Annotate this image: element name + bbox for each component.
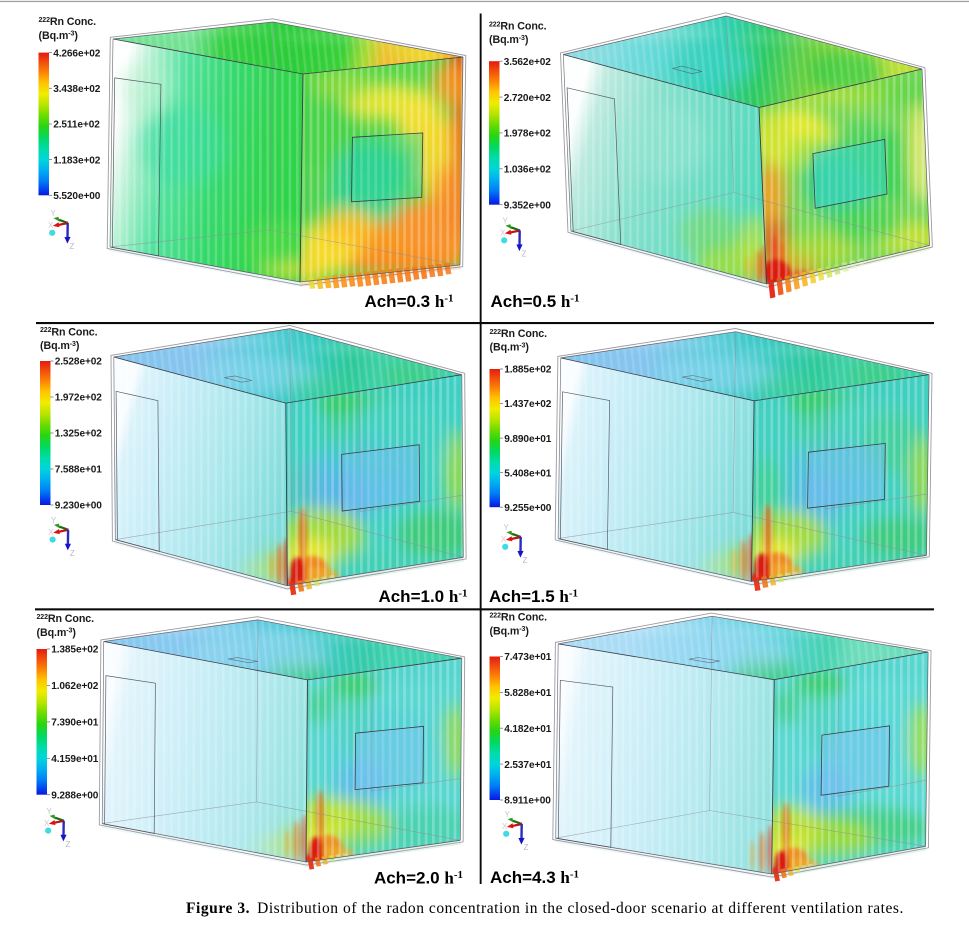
svg-text:4.159e+01: 4.159e+01	[51, 754, 99, 765]
svg-text:X: X	[502, 822, 508, 831]
svg-text:Ach=0.5 h-1: Ach=0.5 h-1	[491, 292, 580, 311]
svg-text:2.720e+02: 2.720e+02	[504, 93, 552, 104]
svg-text:3.562e+02: 3.562e+02	[504, 57, 552, 68]
svg-text:1.183e+02: 1.183e+02	[53, 155, 101, 166]
svg-text:Z: Z	[524, 843, 529, 852]
svg-text:222Rn Conc.: 222Rn Conc.	[40, 326, 98, 338]
svg-text:X: X	[44, 819, 50, 828]
svg-text:222Rn Conc.: 222Rn Conc.	[39, 16, 97, 28]
svg-text:Ach=4.3 h-1: Ach=4.3 h-1	[490, 868, 579, 887]
svg-text:9.255e+00: 9.255e+00	[504, 503, 552, 514]
svg-text:3.438e+02: 3.438e+02	[53, 84, 101, 95]
svg-text:9.890e+01: 9.890e+01	[504, 434, 552, 445]
svg-text:Ach=1.5 h-1: Ach=1.5 h-1	[489, 587, 578, 606]
svg-text:7.390e+01: 7.390e+01	[51, 718, 99, 729]
svg-text:Y: Y	[51, 516, 57, 525]
svg-text:1.036e+02: 1.036e+02	[504, 165, 552, 176]
svg-text:4.182e+01: 4.182e+01	[504, 724, 552, 735]
svg-text:X: X	[48, 221, 54, 230]
svg-text:5.520e+00: 5.520e+00	[53, 191, 101, 202]
svg-text:Z: Z	[70, 549, 75, 558]
svg-text:1.885e+02: 1.885e+02	[504, 365, 552, 376]
svg-text:1.385e+02: 1.385e+02	[51, 645, 99, 656]
svg-text:2.528e+02: 2.528e+02	[55, 357, 103, 368]
svg-text:Ach=1.0 h-1: Ach=1.0 h-1	[378, 587, 467, 606]
svg-text:7.588e+01: 7.588e+01	[55, 465, 103, 476]
svg-text:5.828e+01: 5.828e+01	[504, 688, 552, 699]
svg-text:1.325e+02: 1.325e+02	[55, 429, 103, 440]
svg-text:1.062e+02: 1.062e+02	[51, 681, 99, 692]
svg-text:Ach=0.3 h-1: Ach=0.3 h-1	[364, 292, 453, 311]
svg-text:Y: Y	[503, 217, 509, 226]
svg-text:222Rn Conc.: 222Rn Conc.	[490, 328, 548, 340]
svg-text:Z: Z	[522, 250, 527, 259]
svg-text:2.537e+01: 2.537e+01	[504, 760, 552, 771]
svg-text:9.352e+00: 9.352e+00	[504, 200, 552, 211]
svg-text:222Rn Conc.: 222Rn Conc.	[489, 21, 547, 33]
svg-text:2.511e+02: 2.511e+02	[53, 120, 100, 131]
svg-text:222Rn Conc.: 222Rn Conc.	[490, 612, 548, 624]
svg-text:9.288e+00: 9.288e+00	[51, 790, 99, 801]
svg-text:Z: Z	[66, 840, 71, 849]
svg-text:Z: Z	[523, 556, 528, 565]
svg-text:1.978e+02: 1.978e+02	[504, 129, 552, 140]
svg-text:X: X	[500, 229, 506, 238]
svg-text:Y: Y	[51, 209, 57, 218]
svg-text:Ach=2.0 h-1: Ach=2.0 h-1	[374, 869, 463, 888]
svg-text:Figure 3.Distribution of the r: Figure 3. Distribution of the radon conce…	[186, 900, 904, 917]
svg-text:1.972e+02: 1.972e+02	[55, 393, 103, 404]
svg-text:5.408e+01: 5.408e+01	[504, 468, 552, 479]
svg-text:222Rn Conc.: 222Rn Conc.	[37, 613, 95, 625]
svg-text:4.266e+02: 4.266e+02	[53, 48, 101, 59]
svg-text:Y: Y	[504, 523, 510, 532]
svg-text:X: X	[48, 528, 54, 537]
svg-text:7.473e+01: 7.473e+01	[504, 652, 552, 663]
svg-text:8.911e+00: 8.911e+00	[504, 796, 551, 807]
svg-text:1.437e+02: 1.437e+02	[504, 399, 552, 410]
svg-text:X: X	[501, 535, 507, 544]
svg-text:Z: Z	[70, 242, 75, 251]
svg-text:9.230e+00: 9.230e+00	[55, 501, 103, 512]
svg-text:Y: Y	[47, 807, 53, 816]
svg-text:Y: Y	[505, 810, 511, 819]
